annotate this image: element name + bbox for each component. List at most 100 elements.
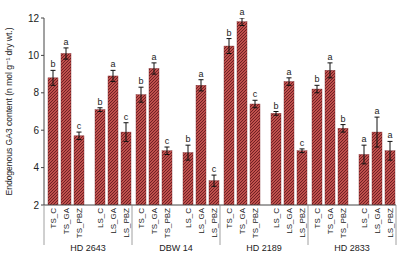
x-tick-label: TS_C [225, 208, 234, 229]
significance-letter: b [50, 59, 55, 69]
error-stem [317, 85, 318, 92]
bar [61, 54, 71, 205]
x-tick-label: LS_PBZ [386, 208, 395, 238]
error-bar [227, 39, 232, 54]
error-cap [165, 154, 170, 155]
error-cap [124, 122, 129, 123]
error-cap [98, 111, 103, 112]
error-stem [188, 145, 189, 160]
x-tick-label: TS_PBZ [339, 208, 348, 238]
error-cap [328, 77, 333, 78]
error-stem [302, 149, 303, 153]
error-cap [253, 100, 258, 101]
bar [237, 22, 247, 205]
error-stem [214, 175, 215, 186]
error-cap [388, 160, 393, 161]
error-cap [240, 25, 245, 26]
x-tick-label: LS_GA [373, 207, 382, 233]
group-label: HD 2643 [70, 243, 106, 253]
significance-letter: a [361, 134, 366, 144]
significance-letter: c [165, 136, 170, 146]
error-bar [287, 78, 292, 85]
error-bar [124, 123, 129, 142]
significance-letter: c [77, 121, 82, 131]
error-stem [126, 123, 127, 142]
error-cap [240, 18, 245, 19]
error-bar [341, 125, 346, 132]
bar [121, 132, 131, 205]
x-tick-label: TS_C [313, 208, 322, 229]
significance-letter: b [314, 74, 319, 84]
x-tick-label: LS_GA [197, 207, 206, 233]
y-tick-label: 12 [28, 13, 40, 24]
x-tick-label: TS_C [137, 208, 146, 229]
group-separator [44, 205, 45, 245]
error-cap [328, 62, 333, 63]
y-tick-label: 10 [28, 50, 40, 61]
group-label: HD 2189 [246, 243, 282, 253]
error-stem [100, 108, 101, 112]
error-cap [186, 145, 191, 146]
x-tick-label: LS_C [96, 208, 105, 228]
bar [297, 151, 307, 205]
error-bar [186, 145, 191, 160]
error-stem [167, 147, 168, 154]
y-tick-label: 8 [33, 87, 39, 98]
error-bar [77, 132, 82, 139]
error-stem [113, 70, 114, 81]
error-cap [362, 163, 367, 164]
significance-letter: b [97, 97, 102, 107]
error-cap [375, 117, 380, 118]
bar [325, 70, 335, 205]
x-tick-label: LS_GA [285, 207, 294, 233]
error-cap [341, 132, 346, 133]
error-stem [276, 112, 277, 116]
significance-letter: b [138, 76, 143, 86]
x-tick-label: LS_C [184, 208, 193, 228]
error-bar [240, 18, 245, 25]
error-cap [199, 90, 204, 91]
group-separator [220, 205, 221, 245]
significance-letter: c [300, 138, 305, 148]
significance-letter: a [387, 130, 392, 140]
bar [183, 153, 193, 205]
error-cap [315, 92, 320, 93]
significance-letter: a [151, 52, 156, 62]
error-cap [199, 79, 204, 80]
significance-letter: b [185, 134, 190, 144]
error-stem [201, 80, 202, 91]
significance-letter: a [327, 52, 332, 62]
error-cap [212, 175, 217, 176]
x-tick-label: LS_C [360, 208, 369, 228]
significance-letter: a [374, 106, 379, 116]
error-bar [300, 149, 305, 153]
bar [162, 151, 172, 205]
error-cap [388, 141, 393, 142]
error-cap [51, 85, 56, 86]
error-bar [328, 63, 333, 78]
error-bar [274, 112, 279, 116]
significance-letter: a [239, 7, 244, 17]
bar [108, 76, 118, 205]
x-tick-label: TS_GA [62, 207, 71, 234]
error-cap [362, 145, 367, 146]
y-axis-title: Endogenous GA3 content (n mol g⁻¹ dry wt… [4, 27, 14, 195]
bar [149, 68, 159, 205]
error-cap [227, 38, 232, 39]
bar [48, 78, 58, 205]
error-cap [51, 70, 56, 71]
significance-letter: c [253, 89, 258, 99]
bar [284, 82, 294, 205]
error-cap [212, 186, 217, 187]
bar [196, 85, 206, 205]
error-stem [377, 117, 378, 147]
error-bar [362, 145, 367, 164]
error-bar [212, 175, 217, 186]
significance-letter: a [198, 69, 203, 79]
bar [224, 46, 234, 205]
error-cap [64, 47, 69, 48]
significance-letter: b [273, 101, 278, 111]
significance-letter: c [124, 112, 129, 122]
error-cap [111, 70, 116, 71]
error-stem [289, 78, 290, 85]
